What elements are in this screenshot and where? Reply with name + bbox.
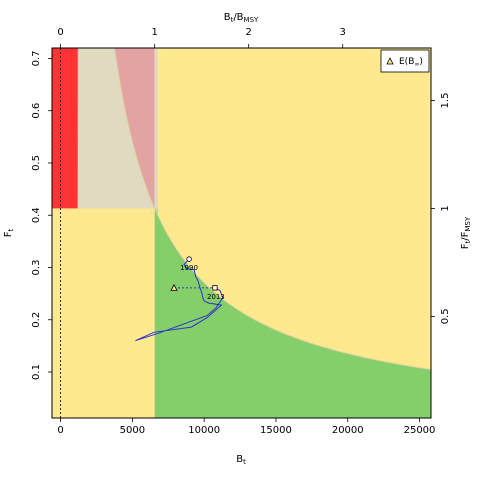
tick-label: 0 (57, 27, 63, 38)
equilibrium-curve-upper (157, 215, 431, 370)
tick-label: 1 (440, 205, 451, 211)
legend-label: E(B∞) (399, 57, 423, 68)
zone-beige-lower-left (77, 48, 155, 209)
zone-yellow-lower (52, 208, 155, 418)
right-axis-title: Ft/FMSY (460, 216, 472, 249)
tick-label: 20000 (332, 425, 364, 436)
tick-label: 3 (340, 27, 346, 38)
tick-label: 0.5 (31, 155, 42, 171)
zone-red (52, 48, 78, 209)
tick-label: 1.5 (440, 93, 451, 109)
plot-area: 1990 2013 (52, 48, 431, 418)
tick-label: 2 (245, 27, 251, 38)
equilibrium-point (170, 284, 178, 291)
tick-label: 0.2 (31, 312, 42, 328)
trajectory-end-point (212, 285, 218, 291)
zone-yellow-upper-right (158, 48, 431, 370)
x-axis-title: Bt (236, 454, 246, 466)
top-axis-title: Bt/BMSY (224, 12, 259, 24)
tick-label: 1 (151, 27, 157, 38)
tick-label: 0.6 (31, 103, 42, 119)
x-axis-bottom: 0 5000 10000 15000 20000 25000 (57, 418, 435, 436)
tick-label: 10000 (188, 425, 220, 436)
plot-frame (51, 47, 432, 419)
trajectory-line (135, 258, 224, 342)
tick-label: 25000 (404, 425, 436, 436)
y-axis-title: Ft (3, 228, 15, 237)
legend-box (380, 49, 430, 73)
trajectory-start-point (186, 256, 192, 262)
trajectory-start-label: 1990 (180, 264, 198, 272)
tick-label: 5000 (120, 425, 145, 436)
y-axis-right: 0.5 1 1.5 (431, 93, 451, 324)
tick-label: 0 (57, 425, 63, 436)
x-axis-top: 0 1 2 3 (57, 27, 346, 48)
tick-label: 0.7 (31, 50, 42, 66)
legend: E(B∞) (380, 49, 430, 73)
trajectory-end-label: 2013 (207, 293, 225, 301)
tick-label: 0.4 (31, 207, 42, 223)
y-axis-left: 0.1 0.2 0.3 0.4 0.5 0.6 0.7 (31, 50, 52, 380)
tick-label: 0.1 (31, 364, 42, 380)
tick-label: 0.5 (440, 308, 451, 324)
legend-triangle-icon (386, 57, 394, 65)
tick-label: 0.3 (31, 260, 42, 276)
tick-label: 15000 (260, 425, 292, 436)
